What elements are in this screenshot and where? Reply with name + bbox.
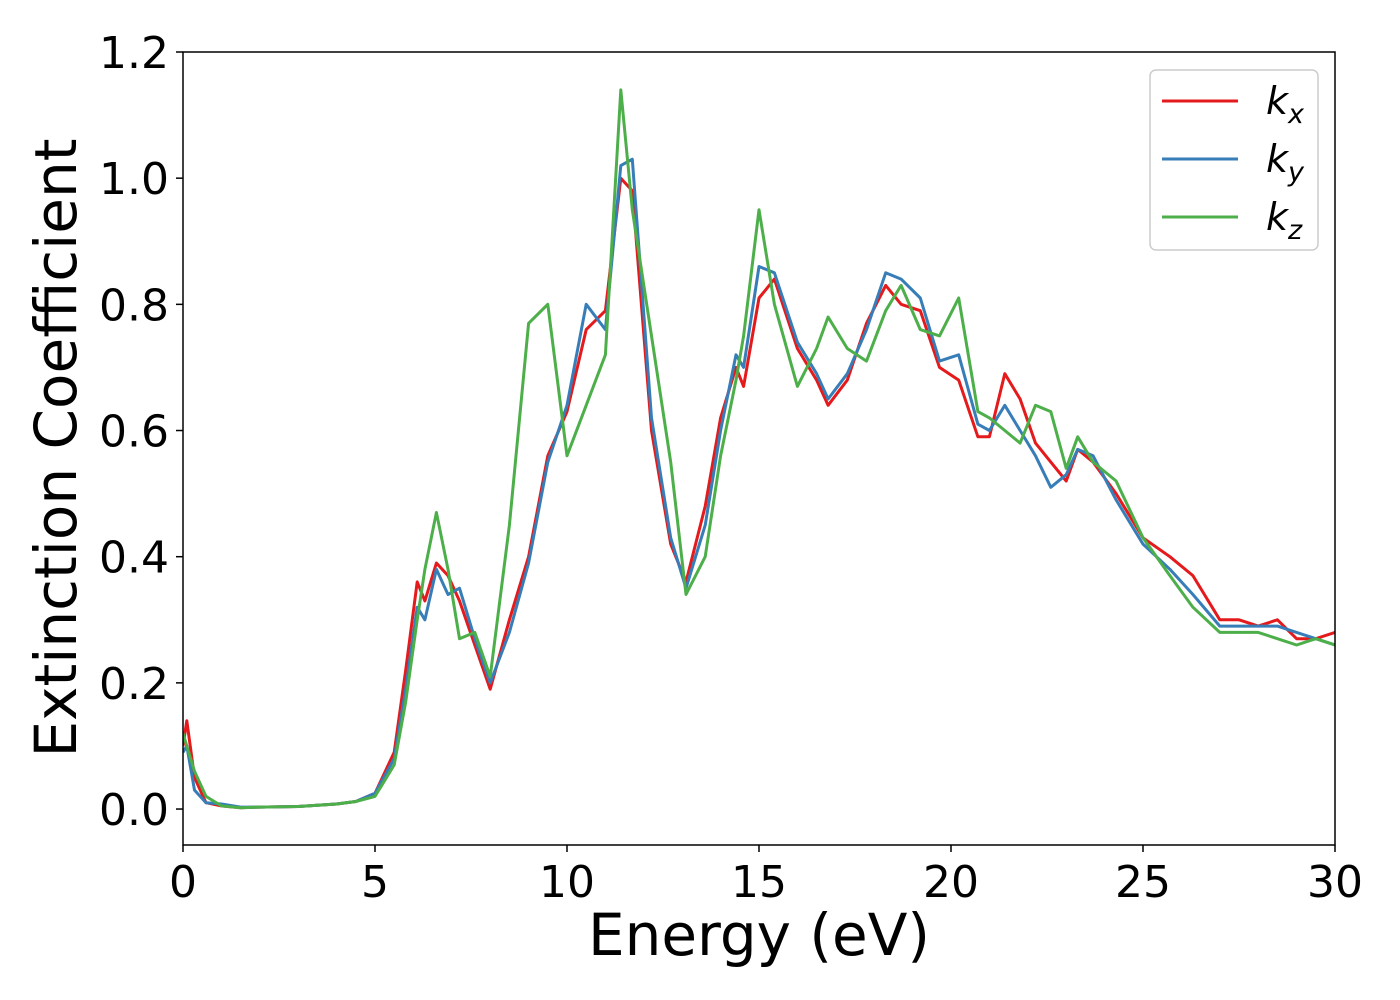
legend-label: ky [1266, 137, 1305, 188]
legend-label: kz [1266, 195, 1303, 246]
x-tick-label: 10 [539, 857, 595, 908]
y-tick-label: 1.2 [99, 28, 169, 79]
line-series [183, 88, 1335, 810]
legend-label: kx [1266, 79, 1305, 130]
x-tick-label: 25 [1115, 857, 1171, 908]
y-tick-label: 0.6 [99, 407, 169, 458]
axes-frame [182, 51, 1336, 846]
y-tick-label: 0.2 [99, 659, 169, 710]
y-tick-label: 0.4 [99, 533, 169, 584]
legend: kx ky kz [1149, 69, 1319, 251]
x-tick-label: 5 [361, 857, 389, 908]
x-tick-label: 20 [923, 857, 979, 908]
plot-area [183, 88, 1335, 810]
y-tick-label: 0.8 [99, 280, 169, 331]
x-axis-label: Energy (eV) [588, 901, 930, 969]
y-tick-label: 1.0 [99, 154, 169, 205]
x-tick-label: 0 [169, 857, 197, 908]
x-tick-label: 15 [731, 857, 787, 908]
y-axis-label: Extinction Coefficient [22, 139, 90, 758]
line-series [183, 157, 1335, 809]
y-tick-label: 0.0 [99, 785, 169, 836]
x-tick-label: 30 [1307, 857, 1363, 908]
